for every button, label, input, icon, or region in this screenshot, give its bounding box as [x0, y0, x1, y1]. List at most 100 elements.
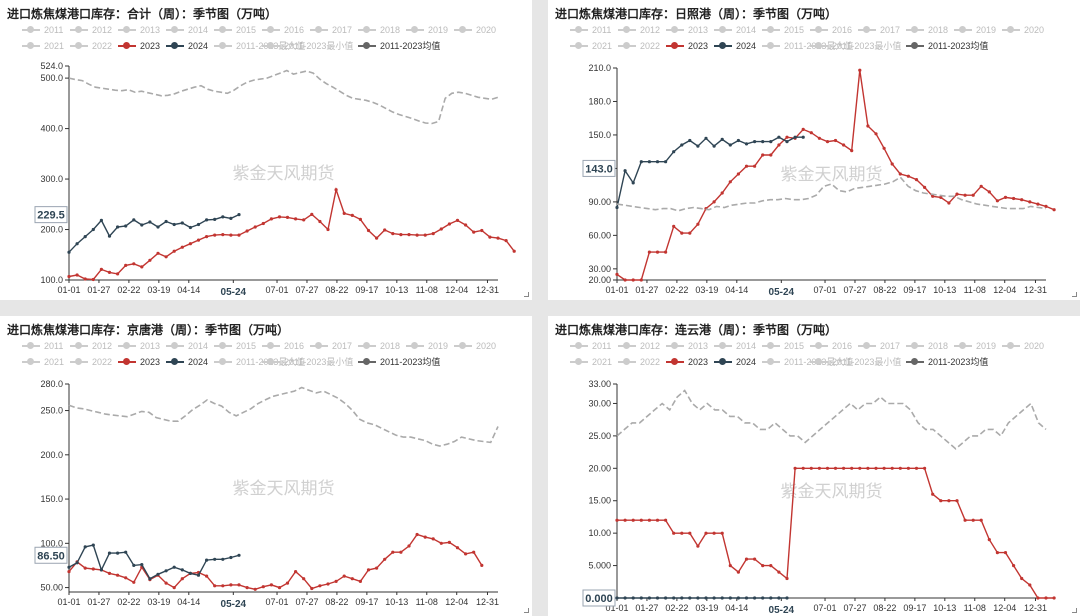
y-tick-label: 100.0 [40, 275, 63, 285]
legend-label: 2020 [1024, 341, 1045, 351]
legend-marker-icon [815, 358, 822, 365]
data-point-2023 [383, 557, 387, 561]
data-point-2023 [480, 228, 484, 233]
data-point-2024 [761, 596, 765, 600]
line-chart[interactable]: 紫金天风期货 524.0 500.0 400.0 300.0 200.0 100.001-0… [0, 0, 532, 300]
legend-marker-icon [75, 42, 82, 49]
data-point-2023 [947, 499, 951, 503]
axis-pointer-y-box [582, 159, 616, 177]
data-point-2023 [923, 466, 927, 470]
data-point-2023 [423, 535, 427, 539]
legend-label: 2011-2023均值 [380, 357, 441, 367]
line-chart[interactable]: 紫金天风期货210.0180.0150.0120.090.0060.0030.0… [548, 0, 1080, 300]
data-point-2023 [744, 557, 749, 561]
legend-marker-icon [671, 26, 678, 33]
data-point-2023 [898, 172, 902, 176]
data-point-2023 [253, 225, 257, 229]
data-point-2023 [809, 131, 813, 135]
chart-legend: 2011 2012 2013 2014 2015 2016 2017 2018 2019 2020… [548, 340, 1080, 372]
data-point-2024 [172, 222, 176, 227]
axis-pointer-y-box [34, 546, 68, 564]
chart-panel-total: 进口炼焦煤港口库存：合计（周）：季节图（万吨） 2011 2012 2013 2014… [0, 0, 532, 300]
x-tick-label: 01-01 [605, 285, 628, 295]
data-point-2024 [712, 596, 716, 600]
data-point-2023 [480, 563, 484, 567]
legend-marker-icon [911, 26, 918, 33]
data-point-2023 [318, 219, 322, 224]
data-point-2023 [358, 579, 362, 583]
data-point-2024 [99, 568, 103, 572]
legend-marker-icon [267, 26, 274, 33]
data-point-2024 [672, 150, 676, 154]
data-point-2023 [793, 466, 797, 470]
data-point-2023 [753, 557, 757, 561]
data-point-2024 [99, 218, 103, 222]
data-point-2023 [302, 218, 306, 222]
legend-marker-icon [27, 26, 34, 33]
data-point-2024 [704, 136, 708, 140]
x-tick-label: 08-22 [873, 285, 896, 295]
legend-marker-icon [315, 342, 322, 349]
x-tick-label: 10-13 [385, 597, 408, 607]
data-point-2023 [906, 174, 910, 178]
data-point-2023 [383, 228, 387, 232]
data-point-2023 [107, 571, 112, 575]
data-point-2023 [979, 518, 983, 522]
legend-label: 2011-2023均值 [928, 357, 989, 367]
data-point-2023 [971, 518, 975, 522]
legend-marker-icon [767, 342, 774, 349]
data-point-2024 [124, 224, 128, 228]
legend-label: 2021 [592, 41, 613, 51]
legend-label: 2023 [140, 41, 161, 51]
legend-marker-icon [267, 42, 274, 49]
x-tick-label: 02-22 [665, 285, 688, 295]
data-point-2023 [825, 466, 830, 470]
legend-marker-icon [911, 42, 918, 49]
data-point-2023 [488, 235, 492, 239]
legend-marker-icon [123, 26, 130, 33]
x-tick-label: 07-27 [295, 285, 318, 295]
data-point-2023 [631, 518, 635, 522]
chart-legend: 2011 2012 2013 2014 2015 2016 2017 2018 2019 2020… [548, 24, 1080, 56]
data-point-2024 [769, 596, 773, 600]
x-tick-label: 01-01 [57, 285, 80, 295]
y-tick-label: 150.0 [588, 130, 611, 140]
data-point-2023 [302, 577, 306, 581]
line-chart[interactable]: 紫金天风期货 280.0 250.0 200.0 150.0 100.0 50.00 01-0… [0, 316, 532, 616]
data-point-2023 [140, 265, 144, 269]
data-point-2023 [850, 466, 854, 470]
legend-label: 2012 [640, 341, 661, 351]
axis-pointer-x-box [216, 284, 251, 298]
legend-label: 2011-2023均值 [380, 41, 441, 51]
legend-marker-icon [75, 26, 82, 33]
x-tick-label: 03-19 [147, 597, 170, 607]
data-point-2023 [213, 233, 217, 237]
watermark: 紫金天风期货 [233, 164, 335, 183]
data-point-2024 [67, 565, 71, 569]
legend-label: 2011-2023最小值 [284, 41, 354, 51]
x-tick-label: 10-13 [933, 285, 956, 295]
data-point-2023 [269, 583, 273, 587]
data-point-2023 [1020, 198, 1024, 202]
chart-title: 进口炼焦煤港口库存：日照港（周）：季节图（万吨） [555, 7, 838, 21]
data-point-2023 [1003, 195, 1008, 199]
data-point-2023 [512, 249, 516, 253]
y-tick-label: 20.00 [588, 463, 611, 473]
data-point-2023 [342, 574, 346, 578]
legend-marker-icon [815, 342, 822, 349]
legend-label: 2022 [640, 41, 661, 51]
legend-label: 2020 [1024, 25, 1045, 35]
data-point-2023 [285, 215, 290, 219]
data-point-2023 [399, 233, 403, 237]
x-tick-label: 12-31 [476, 285, 499, 295]
x-tick-label: 01-27 [87, 285, 110, 295]
line-chart[interactable]: 紫金天风期货 33.00 30.00 25.00 20.00 15.00 10.00 5.00… [548, 316, 1080, 616]
data-point-2024 [688, 138, 692, 143]
data-point-2023 [647, 250, 651, 254]
data-point-2023 [769, 153, 773, 157]
x-tick-label: 04-14 [177, 285, 200, 295]
data-point-2023 [728, 180, 732, 184]
watermark: 紫金天风期货 [781, 482, 883, 501]
data-point-2024 [753, 596, 757, 600]
data-point-2023 [464, 223, 468, 227]
